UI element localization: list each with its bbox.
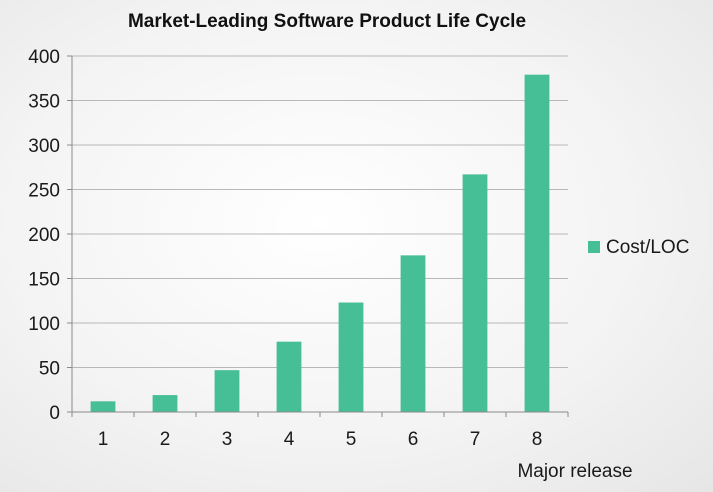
x-axis-ticks: 1 2 3 4 5 6 7 8 bbox=[98, 429, 543, 450]
bar-release-3 bbox=[214, 370, 240, 412]
x-tick-label: 6 bbox=[408, 429, 419, 450]
x-tick-label: 2 bbox=[160, 429, 171, 450]
y-axis-ticks: 0 50 100 150 200 250 300 350 400 bbox=[28, 47, 60, 424]
x-tick-label: 4 bbox=[284, 429, 295, 450]
bar-release-5 bbox=[338, 302, 364, 412]
y-tick-label: 0 bbox=[49, 403, 60, 424]
y-tick-label: 150 bbox=[28, 270, 60, 291]
x-tick-label: 1 bbox=[98, 429, 109, 450]
bar-series bbox=[90, 74, 550, 412]
bar-release-6 bbox=[400, 255, 426, 412]
axes bbox=[67, 55, 569, 417]
legend-label: Cost/LOC bbox=[606, 237, 689, 258]
y-tick-label: 50 bbox=[39, 359, 60, 380]
bar-release-7 bbox=[462, 174, 488, 412]
legend-swatch bbox=[588, 241, 600, 253]
bar-release-8 bbox=[524, 74, 550, 412]
y-tick-label: 100 bbox=[28, 314, 60, 335]
y-tick-label: 250 bbox=[28, 181, 60, 202]
x-tick-label: 8 bbox=[532, 429, 543, 450]
bar-release-2 bbox=[152, 395, 178, 412]
bar-release-4 bbox=[276, 341, 302, 412]
y-tick-label: 350 bbox=[28, 92, 60, 113]
x-tick-label: 7 bbox=[470, 429, 481, 450]
chart-title: Market-Leading Software Product Life Cyc… bbox=[128, 11, 526, 32]
legend: Cost/LOC bbox=[588, 237, 689, 258]
x-tick-label: 3 bbox=[222, 429, 233, 450]
x-tick-label: 5 bbox=[346, 429, 357, 450]
y-tick-label: 200 bbox=[28, 225, 60, 246]
x-axis-label: Major release bbox=[517, 461, 632, 482]
bar-release-1 bbox=[90, 401, 116, 412]
gridlines bbox=[72, 55, 568, 368]
y-tick-label: 400 bbox=[28, 47, 60, 68]
y-tick-label: 300 bbox=[28, 136, 60, 157]
